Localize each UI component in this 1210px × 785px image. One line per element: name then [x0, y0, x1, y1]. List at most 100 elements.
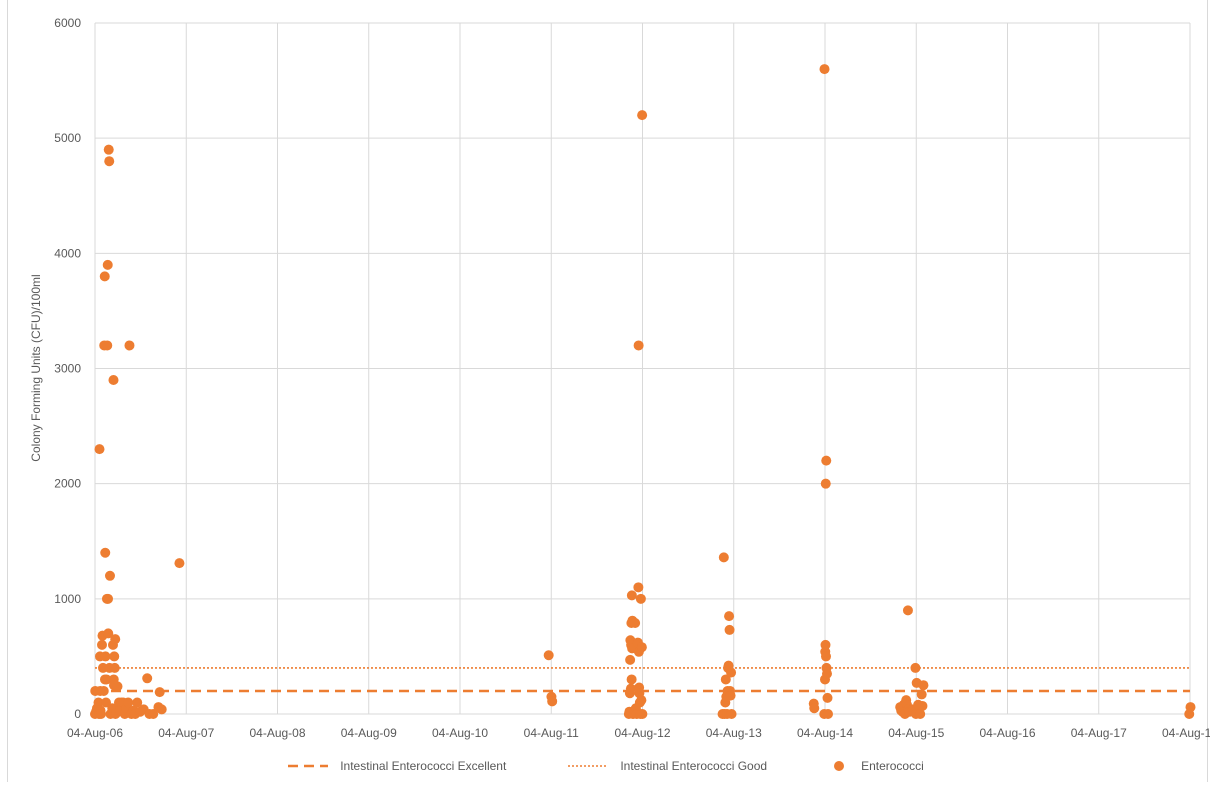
data-point	[104, 570, 115, 581]
x-tick-label: 04-Aug-18	[1162, 726, 1210, 740]
data-point	[915, 709, 926, 719]
data-point	[636, 642, 647, 653]
data-point	[1185, 702, 1196, 713]
data-point	[108, 375, 119, 386]
data-point	[918, 680, 929, 691]
data-point	[633, 340, 644, 351]
legend-label-excellent: Intestinal Enterococci Excellent	[340, 759, 507, 773]
data-point	[916, 689, 927, 700]
data-point	[822, 709, 833, 719]
legend: Intestinal Enterococci Excellent Intesti…	[0, 754, 1210, 778]
data-point	[626, 674, 637, 685]
data-point	[726, 709, 737, 719]
legend-label-good: Intestinal Enterococci Good	[620, 759, 768, 773]
x-tick-label: 04-Aug-15	[888, 726, 944, 740]
data-point	[101, 674, 112, 685]
data-point	[724, 611, 735, 622]
data-point	[547, 696, 558, 707]
data-point	[96, 639, 107, 650]
data-point	[821, 455, 832, 466]
dotted-line-swatch	[568, 765, 609, 767]
data-point	[917, 700, 928, 711]
x-tick-label: 04-Aug-13	[706, 726, 762, 740]
data-point	[109, 651, 120, 662]
data-point	[93, 697, 104, 708]
y-axis-label: Colony Forming Units (CFU)/100ml	[29, 274, 43, 461]
data-point	[626, 590, 637, 601]
data-point	[100, 651, 111, 662]
data-point	[910, 662, 921, 673]
data-point	[109, 662, 120, 673]
y-tick-label: 6000	[54, 16, 81, 30]
data-point	[132, 697, 143, 708]
data-point	[822, 692, 833, 703]
data-point	[637, 709, 648, 719]
data-point	[635, 593, 646, 604]
legend-label-enterococci: Enterococci	[861, 759, 924, 773]
data-point	[726, 667, 737, 678]
data-point	[110, 634, 121, 645]
grid-layer	[94, 22, 1191, 715]
data-point	[820, 651, 831, 662]
data-point	[94, 444, 105, 455]
data-point	[809, 703, 820, 714]
x-tick-label: 04-Aug-11	[524, 726, 579, 740]
data-point	[720, 674, 731, 685]
data-point	[820, 478, 831, 489]
data-point	[99, 271, 110, 282]
x-tick-label: 04-Aug-09	[341, 726, 397, 740]
dashed-line-swatch	[288, 764, 329, 768]
data-point	[112, 681, 123, 692]
data-point	[156, 704, 167, 715]
legend-item-excellent: Intestinal Enterococci Excellent	[286, 759, 506, 773]
y-tick-label: 4000	[54, 246, 81, 260]
data-point	[630, 618, 641, 629]
chart-frame	[7, 0, 1208, 782]
x-tick-label: 04-Aug-16	[979, 726, 1035, 740]
data-point	[636, 695, 647, 706]
data-point	[820, 639, 831, 650]
data-point	[98, 685, 109, 696]
y-tick-label: 0	[74, 707, 81, 721]
data-point	[123, 697, 134, 708]
y-tick-label: 5000	[54, 131, 81, 145]
x-tick-label: 04-Aug-06	[67, 726, 123, 740]
data-point	[102, 259, 113, 270]
data-point	[142, 673, 153, 684]
data-point	[902, 605, 913, 616]
data-point	[819, 64, 830, 75]
data-point	[543, 650, 554, 661]
data-point	[102, 340, 113, 351]
legend-item-good: Intestinal Enterococci Good	[566, 759, 767, 773]
y-tick-label: 2000	[54, 477, 81, 491]
data-point	[637, 110, 648, 121]
x-tick-label: 04-Aug-17	[1071, 726, 1127, 740]
marker-swatch	[834, 761, 845, 771]
data-point	[633, 582, 644, 593]
axis-layer: 0 1000 2000 3000 4000 5000 6000 04-Aug-06 04-Aug…	[54, 16, 1210, 740]
y-tick-label: 1000	[54, 592, 81, 606]
data-point	[725, 690, 736, 701]
x-tick-label: 04-Aug-12	[614, 726, 670, 740]
data-point	[102, 593, 113, 604]
data-point	[625, 654, 636, 665]
data-point	[95, 709, 106, 719]
y-tick-label: 3000	[54, 362, 81, 376]
data-point	[103, 628, 114, 639]
data-point	[148, 709, 159, 719]
data-point	[718, 552, 729, 563]
x-tick-label: 04-Aug-08	[249, 726, 305, 740]
series-layer	[90, 64, 1196, 719]
data-point	[124, 340, 135, 351]
data-point	[104, 156, 115, 167]
data-point	[625, 683, 636, 694]
legend-item-enterococci: Enterococci	[827, 759, 924, 773]
x-tick-label: 04-Aug-10	[432, 726, 488, 740]
data-point	[154, 687, 165, 698]
data-point	[103, 144, 114, 155]
data-point	[821, 668, 832, 679]
data-point	[174, 558, 185, 569]
data-point	[100, 547, 111, 558]
x-tick-label: 04-Aug-07	[158, 726, 214, 740]
